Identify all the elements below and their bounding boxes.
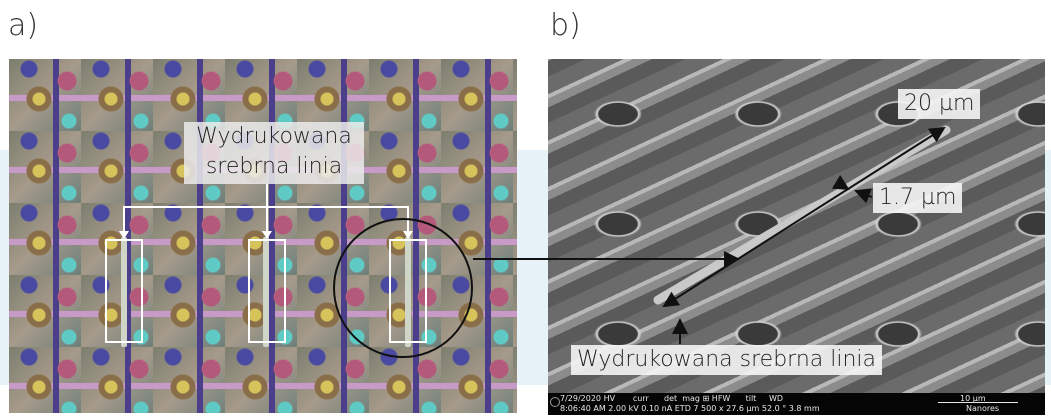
sem-info-bar: 7/29/2020 HV curr det mag ⊞ HFW tilt WD … (548, 393, 1045, 415)
panel-b-label: b) (550, 8, 581, 43)
sem-scale-bar (938, 402, 1018, 403)
panel-a-label: a) (8, 8, 39, 43)
optical-micrograph: Wydrukowana srebrna linia (9, 59, 517, 413)
arrow-middle (262, 231, 272, 239)
width-measure-left (831, 174, 850, 191)
callout-drop-middle (266, 206, 268, 232)
length-measure (662, 126, 946, 308)
callout-label: Wydrukowana srebrna linia (184, 122, 364, 184)
printed-line-middle (263, 237, 269, 347)
sem-caption-label: Wydrukowana srebrna linia (571, 345, 883, 375)
width-label: 1.7 µm (873, 183, 963, 213)
callout-drop-left (123, 206, 125, 232)
sem-silver-line (653, 125, 951, 305)
width-measure-right (854, 188, 873, 204)
zoom-circle (333, 218, 473, 358)
highlight-box-middle (248, 239, 286, 343)
length-label: 20 µm (898, 89, 981, 119)
highlight-box-left (105, 239, 143, 343)
sem-info-row-1: 7/29/2020 HV curr det mag ⊞ HFW tilt WD (560, 394, 784, 403)
callout-line-2: srebrna linia (205, 154, 343, 179)
sem-vendor-label: Nanores (966, 404, 1000, 413)
sem-info-row-2: 8:06:40 AM 2.00 kV 0.10 nA ETD 7 500 x 2… (560, 404, 820, 413)
printed-line-left (121, 237, 127, 347)
arrow-left (119, 231, 129, 239)
sem-scale-label: 10 µm (960, 394, 986, 403)
callout-line-1: Wydrukowana (196, 124, 352, 149)
callout-stem (266, 184, 268, 206)
instrument-logo-icon (550, 397, 560, 407)
